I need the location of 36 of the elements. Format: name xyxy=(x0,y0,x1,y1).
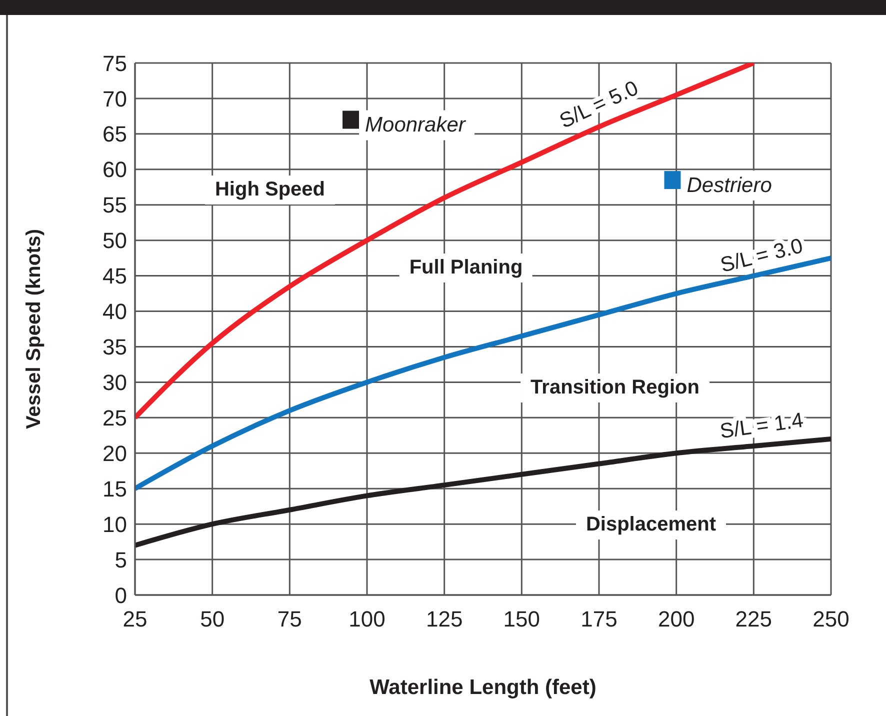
y-tick-label: 5 xyxy=(114,547,127,572)
y-tick-label: 35 xyxy=(102,334,127,360)
y-tick-label: 20 xyxy=(102,440,127,466)
annotation: High Speed xyxy=(204,176,336,204)
x-tick-label: 75 xyxy=(277,606,302,632)
text: S/L = 5.0 xyxy=(556,76,642,133)
y-tick-label: 60 xyxy=(102,157,127,182)
y-tick-label: 0 xyxy=(114,582,127,608)
annotation: Displacement xyxy=(576,510,726,540)
annotation: Transition Region xyxy=(520,374,710,402)
text: S/L = 1.4 xyxy=(718,408,806,444)
x-tick-label: 250 xyxy=(812,606,850,632)
y-tick-label: 30 xyxy=(102,370,127,396)
series-label: Moonraker xyxy=(365,114,466,137)
y-tick-label: 50 xyxy=(102,228,127,254)
x-tick-label: 100 xyxy=(348,606,386,632)
x-tick-label: 175 xyxy=(580,606,618,632)
x-tick-label: 225 xyxy=(735,606,772,632)
x-tick-label: 200 xyxy=(658,606,695,632)
y-tick-label: 65 xyxy=(102,122,127,147)
y-axis-title: Vessel Speed (knots) xyxy=(23,228,46,430)
x-tick-label: 50 xyxy=(200,606,225,632)
y-tick-label: 40 xyxy=(102,299,127,324)
x-tick-label: 150 xyxy=(503,606,540,632)
text: S/L = 3.0 xyxy=(718,234,806,278)
y-tick-label: 75 xyxy=(102,50,127,76)
y-tick-label: 55 xyxy=(102,192,127,218)
annotation: Full Planing xyxy=(399,254,533,282)
y-tick-label: 70 xyxy=(102,86,127,112)
x-axis-title: Waterline Length (feet) xyxy=(370,676,596,699)
x-tick-label: 125 xyxy=(426,606,463,632)
y-tick-label: 45 xyxy=(102,264,127,289)
y-tick-label: 25 xyxy=(102,405,127,430)
y-tick-label: 15 xyxy=(102,476,127,502)
y-tick-label: 10 xyxy=(102,512,127,537)
series-label: Destriero xyxy=(686,174,772,198)
